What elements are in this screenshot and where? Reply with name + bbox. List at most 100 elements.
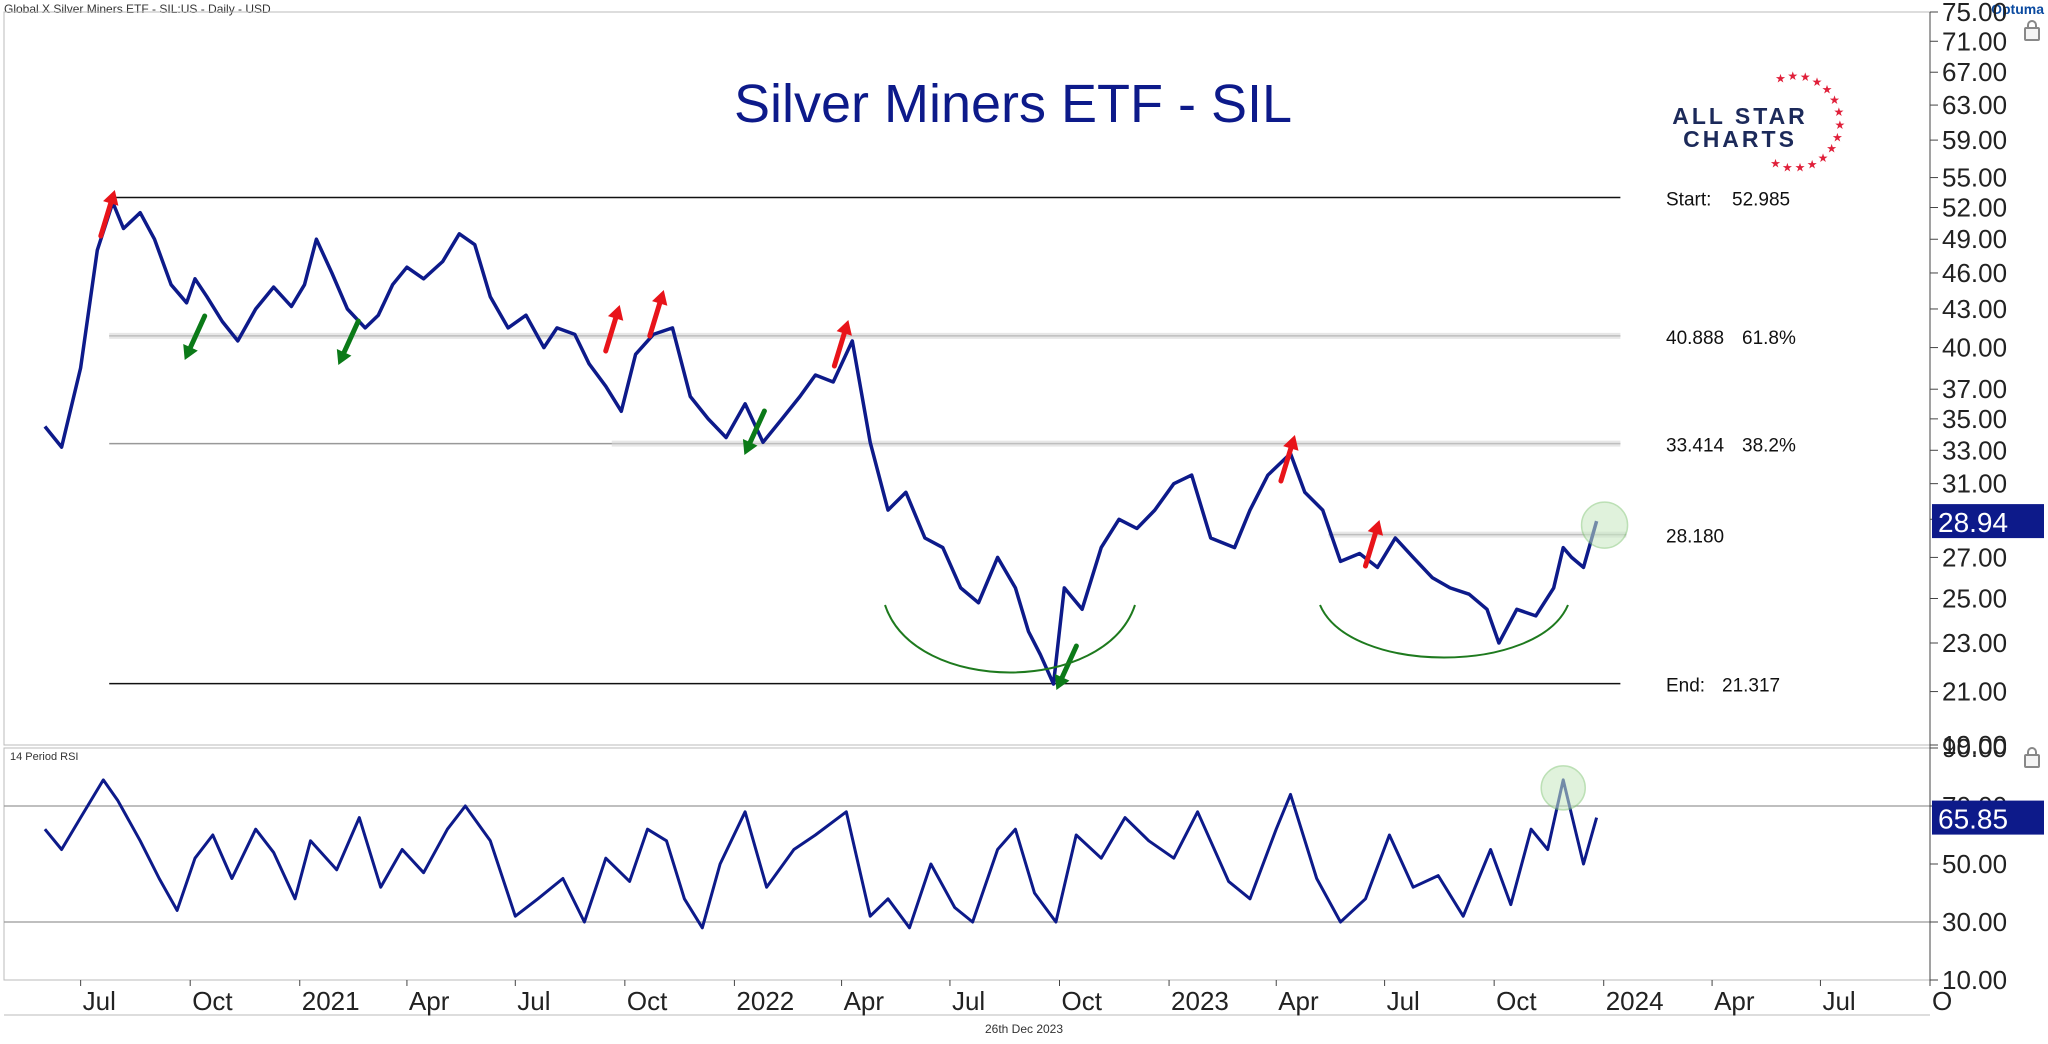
green-arrow-head (742, 438, 758, 455)
red-arrow (647, 300, 663, 339)
rsi-tick-label: 10.00 (1942, 965, 2007, 995)
red-arrow (831, 330, 847, 369)
rsi-last-value: 65.85 (1938, 804, 2008, 835)
logo-star: ★ (1826, 142, 1837, 156)
price-tick-label: 67.00 (1942, 57, 2007, 87)
logo-star: ★ (1835, 118, 1846, 132)
price-tick-label: 52.00 (1942, 193, 2007, 223)
chart-title: Silver Miners ETF - SIL (734, 74, 1292, 134)
x-tick-label: 2023 (1171, 986, 1229, 1016)
red-arrow (603, 315, 619, 354)
green-arrow-head (336, 348, 352, 365)
footer-date: 26th Dec 2023 (984, 1022, 1064, 1036)
red-arrow (1362, 530, 1378, 569)
level-value: 38.2% (1742, 436, 1796, 457)
x-tick-label: Apr (409, 986, 450, 1016)
optuma-logo: Optuma (1991, 1, 2044, 17)
price-tick-label: 23.00 (1942, 628, 2007, 658)
price-panel (43, 196, 1627, 686)
x-tick-label: Apr (1714, 986, 1755, 1016)
x-tick-label: Apr (844, 986, 885, 1016)
logo-text-2: CHARTS (1683, 126, 1797, 152)
highlight-circle-rsi (1540, 765, 1586, 811)
x-tick-label: Jul (1822, 986, 1855, 1016)
rsi-tick-label: 30.00 (1942, 907, 2007, 937)
level-label: End: (1666, 676, 1705, 697)
price-tick-label: 75.00 (1942, 0, 2007, 27)
green-arrow (341, 318, 361, 355)
level-label: 28.180 (1666, 527, 1724, 548)
price-tick-label: 59.00 (1942, 125, 2007, 155)
rsi-panel-frame (3, 747, 1931, 981)
green-arrow (747, 408, 767, 445)
logo-star: ★ (1818, 151, 1829, 165)
price-tick-label: 71.00 (1942, 26, 2007, 56)
x-tick-label: O (1932, 986, 1952, 1016)
red-arrow-head (607, 305, 624, 321)
price-last-value-box (1932, 504, 2044, 539)
x-tick-label: Oct (192, 986, 233, 1016)
logo-text-1: ALL STAR (1672, 103, 1808, 129)
logo-star: ★ (1787, 69, 1798, 83)
price-tick-label: 33.00 (1942, 435, 2007, 465)
price-tick-label: 55.00 (1942, 163, 2007, 193)
red-arrow-head (836, 320, 852, 336)
price-tick-label: 35.00 (1942, 404, 2007, 434)
logo-star: ★ (1782, 160, 1793, 174)
rsi-tick-label: 90.00 (1942, 733, 2007, 763)
price-tick-label: 31.00 (1942, 469, 2007, 499)
logo-star: ★ (1795, 161, 1806, 175)
red-arrow-head (103, 190, 119, 206)
rounding-bottom-curve (884, 604, 1136, 674)
green-arrow-head (183, 343, 198, 360)
chart-grid (3, 11, 1931, 1016)
price-tick-label: 37.00 (1942, 374, 2007, 404)
x-tick-label: Apr (1278, 986, 1319, 1016)
red-arrow-head (1367, 520, 1384, 536)
price-tick-label: 19.00 (1942, 730, 2007, 760)
x-tick-label: Jul (517, 986, 550, 1016)
red-arrow (98, 200, 114, 239)
x-tick-label: 2024 (1606, 986, 1664, 1016)
price-tick-label: 21.00 (1942, 677, 2007, 707)
level-value: 61.8% (1742, 328, 1796, 349)
logo-star: ★ (1834, 105, 1845, 119)
highlight-circle (1580, 501, 1629, 549)
x-tick-label: Oct (1496, 986, 1537, 1016)
price-tick-label: 63.00 (1942, 90, 2007, 120)
level-value: 52.985 (1732, 190, 1790, 211)
rounding-bottom-curve (1319, 604, 1569, 659)
price-last-value: 28.94 (1938, 507, 2008, 538)
x-tick-label: Jul (83, 986, 116, 1016)
red-arrow (1278, 445, 1294, 484)
logo-star: ★ (1822, 83, 1833, 97)
logo-star: ★ (1807, 158, 1818, 172)
logo-star: ★ (1800, 70, 1811, 84)
green-arrow-head (1054, 673, 1070, 690)
x-tick-label: 2022 (736, 986, 794, 1016)
green-arrow (188, 313, 208, 350)
lock-icon-rsi[interactable] (2024, 747, 2040, 768)
rsi-title: 14 Period RSI (10, 751, 78, 763)
x-tick-label: Oct (627, 986, 668, 1016)
level-label: Start: (1666, 190, 1711, 211)
logo-star: ★ (1775, 71, 1786, 85)
rsi-panel: 14 Period RSI (4, 751, 1930, 930)
x-tick-label: Jul (1387, 986, 1420, 1016)
rsi-last-value-box (1932, 800, 2044, 835)
x-tick-label: 2021 (302, 986, 360, 1016)
x-tick-label: Jul (952, 986, 985, 1016)
price-tick-label: 27.00 (1942, 542, 2007, 572)
lock-icon[interactable] (2024, 20, 2040, 41)
logo-star: ★ (1770, 156, 1781, 170)
rsi-series-line (43, 778, 1599, 930)
price-tick-label: 40.00 (1942, 333, 2007, 363)
level-label: 33.414 (1666, 436, 1725, 457)
price-series-line (43, 200, 1599, 686)
x-tick-label: Oct (1062, 986, 1103, 1016)
rsi-tick-label: 50.00 (1942, 849, 2007, 879)
logo-star: ★ (1832, 130, 1843, 144)
axes: 19.0021.0023.0025.0027.0029.0031.0033.00… (80, 0, 2044, 1016)
